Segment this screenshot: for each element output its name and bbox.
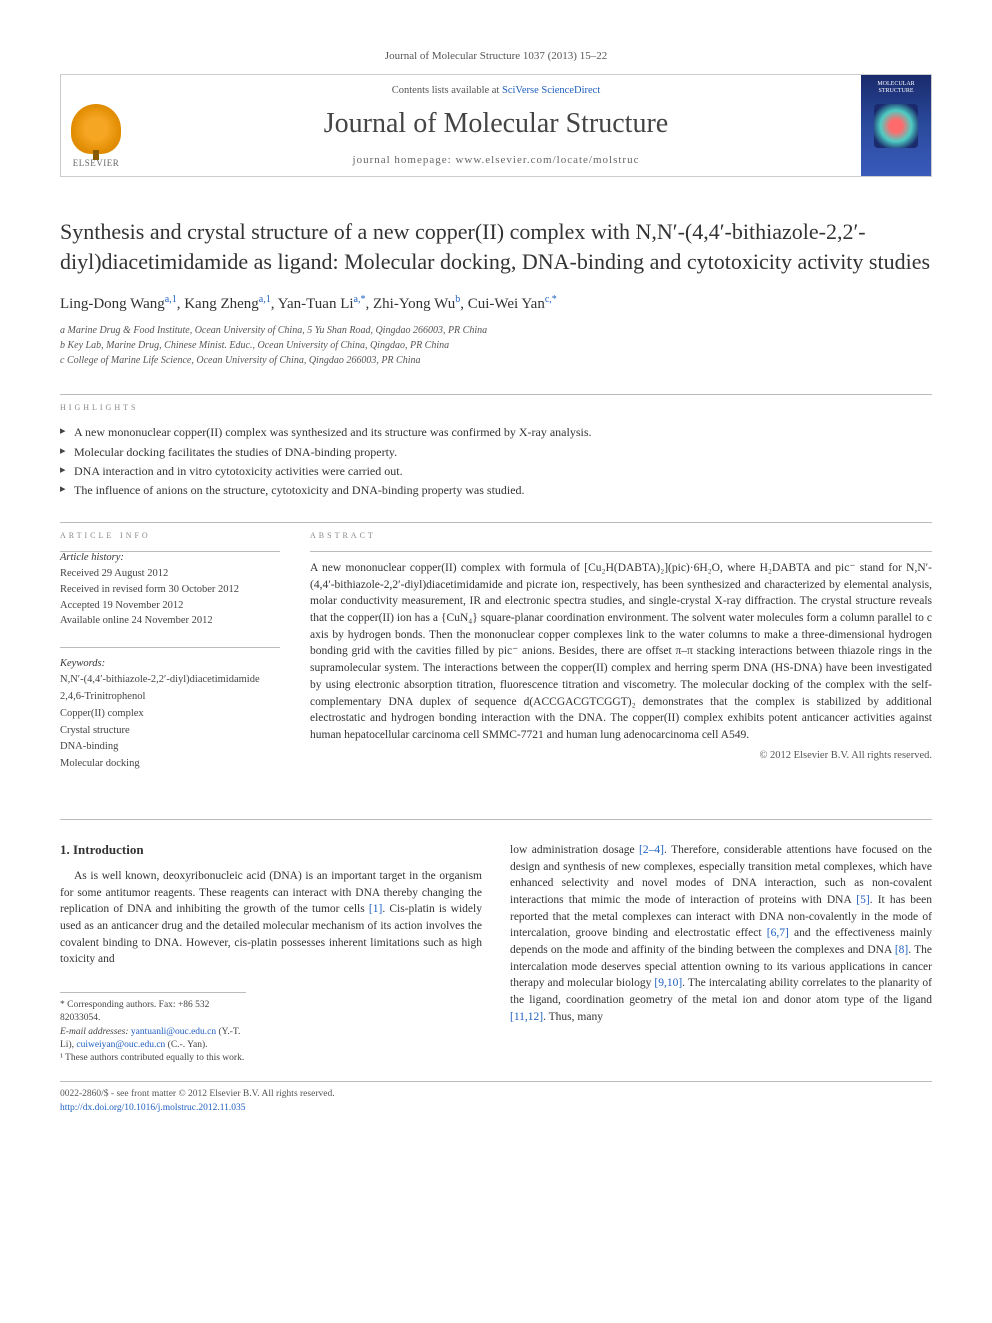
abstract-column: ABSTRACT A new mononuclear copper(II) co… bbox=[310, 523, 932, 791]
journal-reference: Journal of Molecular Structure 1037 (201… bbox=[60, 50, 932, 62]
copyright-line: © 2012 Elsevier B.V. All rights reserved… bbox=[310, 750, 932, 761]
journal-homepage: journal homepage: www.elsevier.com/locat… bbox=[151, 154, 841, 166]
highlights-list: A new mononuclear copper(II) complex was… bbox=[60, 423, 932, 500]
email-label: E-mail addresses: bbox=[60, 1027, 129, 1037]
affiliation-line: c College of Marine Life Science, Ocean … bbox=[60, 353, 932, 368]
keywords-block: Keywords: N,N′-(4,4′-bithiazole-2,2′-diy… bbox=[60, 658, 280, 773]
affiliation-line: b Key Lab, Marine Drug, Chinese Minist. … bbox=[60, 338, 932, 353]
corresponding-author-note: * Corresponding authors. Fax: +86 532 82… bbox=[60, 999, 246, 1026]
issn-line: 0022-2860/$ - see front matter © 2012 El… bbox=[60, 1088, 932, 1101]
keywords-list: N,N′-(4,4′-bithiazole-2,2′-diyl)diacetim… bbox=[60, 672, 280, 773]
abstract-label: ABSTRACT bbox=[310, 529, 932, 541]
keyword-item: DNA-binding bbox=[60, 739, 280, 756]
email-who-2: (C.-. Yan). bbox=[168, 1040, 208, 1050]
keyword-item: N,N′-(4,4′-bithiazole-2,2′-diyl)diacetim… bbox=[60, 672, 280, 689]
keyword-item: 2,4,6-Trinitrophenol bbox=[60, 689, 280, 706]
cover-title: MOLECULAR STRUCTURE bbox=[863, 81, 929, 94]
introduction-heading: 1. Introduction bbox=[60, 842, 482, 858]
contents-prefix: Contents lists available at bbox=[392, 85, 502, 96]
reference-link[interactable]: [2–4] bbox=[639, 844, 664, 856]
divider bbox=[60, 819, 932, 820]
divider bbox=[60, 394, 932, 395]
cover-image-icon bbox=[874, 104, 918, 148]
reference-link[interactable]: [5] bbox=[856, 894, 869, 906]
highlight-item: A new mononuclear copper(II) complex was… bbox=[60, 423, 932, 442]
elsevier-tree-icon bbox=[71, 104, 121, 154]
page-root: Journal of Molecular Structure 1037 (201… bbox=[0, 0, 992, 1165]
authors-list: Ling-Dong Wanga,1, Kang Zhenga,1, Yan-Tu… bbox=[60, 294, 932, 313]
divider bbox=[310, 551, 932, 552]
article-info-column: ARTICLE INFO Article history: Received 2… bbox=[60, 523, 280, 791]
intro-paragraph-1: As is well known, deoxyribonucleic acid … bbox=[60, 868, 482, 968]
highlights-label: HIGHLIGHTS bbox=[60, 401, 932, 413]
keyword-item: Copper(II) complex bbox=[60, 706, 280, 723]
contents-available-line: Contents lists available at SciVerse Sci… bbox=[151, 85, 841, 96]
highlights-section: A new mononuclear copper(II) complex was… bbox=[60, 423, 932, 500]
article-history: Article history: Received 29 August 2012… bbox=[60, 552, 280, 629]
history-line: Received in revised form 30 October 2012 bbox=[60, 582, 280, 598]
email-link-2[interactable]: cuiweiyan@ouc.edu.cn bbox=[76, 1040, 165, 1050]
affiliations: a Marine Drug & Food Institute, Ocean Un… bbox=[60, 323, 932, 368]
journal-cover-thumbnail: MOLECULAR STRUCTURE bbox=[861, 75, 931, 176]
highlight-item: The influence of anions on the structure… bbox=[60, 481, 932, 500]
history-text: Received 29 August 2012Received in revis… bbox=[60, 566, 280, 629]
footnotes: * Corresponding authors. Fax: +86 532 82… bbox=[60, 992, 246, 1065]
keyword-item: Molecular docking bbox=[60, 756, 280, 773]
divider bbox=[60, 1081, 932, 1082]
info-abstract-row: ARTICLE INFO Article history: Received 2… bbox=[60, 523, 932, 791]
article-info-label: ARTICLE INFO bbox=[60, 529, 280, 541]
reference-link[interactable]: [9,10] bbox=[654, 977, 682, 989]
email-addresses: E-mail addresses: yantuanli@ouc.edu.cn (… bbox=[60, 1026, 246, 1053]
reference-link[interactable]: [11,12] bbox=[510, 1011, 543, 1023]
doi-link[interactable]: http://dx.doi.org/10.1016/j.molstruc.201… bbox=[60, 1103, 246, 1113]
highlight-item: Molecular docking facilitates the studie… bbox=[60, 443, 932, 462]
homepage-prefix: journal homepage: bbox=[353, 154, 456, 166]
history-line: Received 29 August 2012 bbox=[60, 566, 280, 582]
abstract-text: A new mononuclear copper(II) complex wit… bbox=[310, 560, 932, 743]
history-heading: Article history: bbox=[60, 552, 280, 563]
email-link-1[interactable]: yantuanli@ouc.edu.cn bbox=[131, 1027, 216, 1037]
article-title: Synthesis and crystal structure of a new… bbox=[60, 217, 932, 276]
body-column-left: 1. Introduction As is well known, deoxyr… bbox=[60, 842, 482, 1066]
keyword-item: Crystal structure bbox=[60, 723, 280, 740]
history-line: Accepted 19 November 2012 bbox=[60, 598, 280, 614]
body-columns: 1. Introduction As is well known, deoxyr… bbox=[60, 842, 932, 1066]
reference-link[interactable]: [1] bbox=[369, 903, 382, 915]
sciencedirect-link[interactable]: SciVerse ScienceDirect bbox=[502, 85, 600, 96]
header-center: Contents lists available at SciVerse Sci… bbox=[131, 75, 861, 176]
divider bbox=[60, 647, 280, 648]
journal-header: ELSEVIER Contents lists available at Sci… bbox=[60, 74, 932, 177]
journal-name: Journal of Molecular Structure bbox=[151, 108, 841, 140]
doi-block: 0022-2860/$ - see front matter © 2012 El… bbox=[60, 1088, 932, 1115]
highlight-item: DNA interaction and in vitro cytotoxicit… bbox=[60, 462, 932, 481]
reference-link[interactable]: [6,7] bbox=[767, 927, 789, 939]
intro-paragraph-2: low administration dosage [2–4]. Therefo… bbox=[510, 842, 932, 1025]
reference-link[interactable]: [8] bbox=[895, 944, 908, 956]
publisher-logo: ELSEVIER bbox=[61, 75, 131, 176]
equal-contribution-note: ¹ These authors contributed equally to t… bbox=[60, 1052, 246, 1065]
homepage-url[interactable]: www.elsevier.com/locate/molstruc bbox=[455, 154, 639, 166]
affiliation-line: a Marine Drug & Food Institute, Ocean Un… bbox=[60, 323, 932, 338]
history-line: Available online 24 November 2012 bbox=[60, 613, 280, 629]
body-column-right: low administration dosage [2–4]. Therefo… bbox=[510, 842, 932, 1066]
keywords-heading: Keywords: bbox=[60, 658, 280, 669]
